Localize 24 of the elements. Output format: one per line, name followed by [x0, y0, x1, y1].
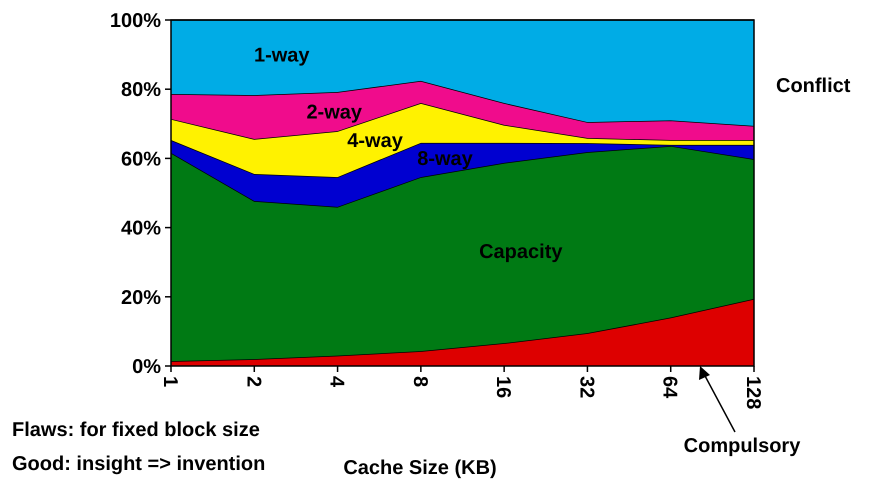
x-tick-label: 2: [242, 376, 264, 388]
x-axis-title: Cache Size (KB): [343, 457, 497, 479]
series-label: 8-way: [417, 148, 474, 170]
text: Compulsory: [684, 435, 802, 457]
y-tick-label: 0%: [132, 356, 162, 378]
y-tick-label: 100%: [110, 10, 162, 32]
series-label: 1-way: [254, 44, 310, 67]
x-tick-label: 16: [492, 376, 514, 398]
y-tick-label: 60%: [120, 148, 162, 170]
x-tick-label: 64: [658, 376, 681, 400]
x-tick-label: 32: [575, 376, 598, 398]
series-label: 4-way: [347, 130, 404, 152]
series-label: 2-way: [306, 102, 363, 124]
y-tick-label: 40%: [120, 218, 162, 240]
series-label: Capacity: [479, 240, 564, 263]
y-tick-label: 80%: [120, 79, 162, 102]
text: Flaws: for fixed block size: [12, 419, 260, 441]
x-tick-label: 8: [408, 376, 431, 388]
text: Conflict: [776, 75, 851, 97]
x-tick-label: 4: [326, 376, 348, 388]
y-tick-label: 20%: [120, 286, 162, 309]
x-tick-label: 128: [742, 376, 764, 410]
x-tick-label: 1: [159, 376, 181, 388]
text: Good: insight => invention: [12, 453, 266, 475]
